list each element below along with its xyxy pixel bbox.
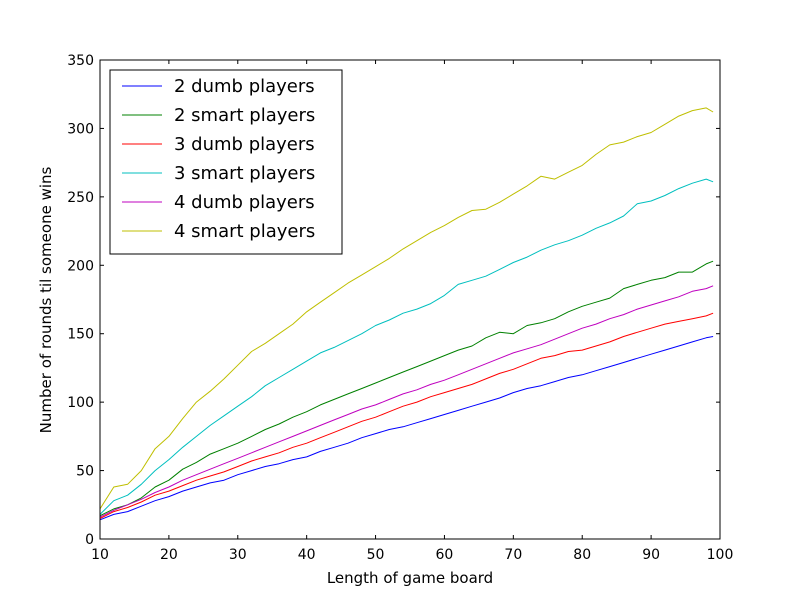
legend-label: 2 dumb players bbox=[174, 76, 315, 97]
legend-box bbox=[109, 69, 343, 255]
legend-label: 4 smart players bbox=[174, 221, 315, 242]
legend-label: 4 dumb players bbox=[174, 192, 315, 213]
x-tick-label: 20 bbox=[160, 547, 178, 563]
x-tick-label: 70 bbox=[504, 547, 522, 563]
x-axis-label: Length of game board bbox=[327, 569, 493, 587]
x-tick-label: 50 bbox=[367, 547, 385, 563]
series-line-3 bbox=[99, 312, 714, 519]
y-tick-label: 150 bbox=[67, 327, 94, 343]
x-tick-label: 100 bbox=[707, 547, 734, 563]
series-line-5 bbox=[99, 285, 714, 518]
y-axis-label: Number of rounds til someone wins bbox=[37, 166, 55, 433]
x-tick-label: 30 bbox=[229, 547, 247, 563]
series-line-1 bbox=[99, 336, 714, 521]
y-tick-label: 250 bbox=[67, 190, 94, 206]
series-line-4 bbox=[99, 178, 714, 515]
legend-label: 2 smart players bbox=[174, 105, 315, 126]
x-tick-label: 90 bbox=[642, 547, 660, 563]
series-line-6 bbox=[99, 107, 714, 510]
x-tick-label: 60 bbox=[436, 547, 454, 563]
y-tick-label: 350 bbox=[67, 53, 94, 69]
legend: 2 dumb players 2 smart players 3 dumb play… bbox=[109, 69, 343, 255]
legend-label: 3 smart players bbox=[174, 163, 315, 184]
x-tick-label: 40 bbox=[298, 547, 316, 563]
y-tick-label: 100 bbox=[67, 395, 94, 411]
y-tick-label: 0 bbox=[85, 532, 94, 548]
x-tick-label: 10 bbox=[91, 547, 109, 563]
plot-frame bbox=[99, 59, 721, 540]
series-layer bbox=[99, 107, 714, 521]
y-tick-label: 50 bbox=[76, 464, 94, 480]
x-tick-label: 80 bbox=[573, 547, 591, 563]
series-line-2 bbox=[99, 260, 714, 517]
legend-label: 3 dumb players bbox=[174, 134, 315, 155]
ticks-layer: 10 20 30 40 50 60 70 80 90 100 0 50 100 150 200 250 300 3… bbox=[67, 53, 733, 563]
y-tick-label: 200 bbox=[67, 258, 94, 274]
y-tick-label: 300 bbox=[67, 121, 94, 137]
